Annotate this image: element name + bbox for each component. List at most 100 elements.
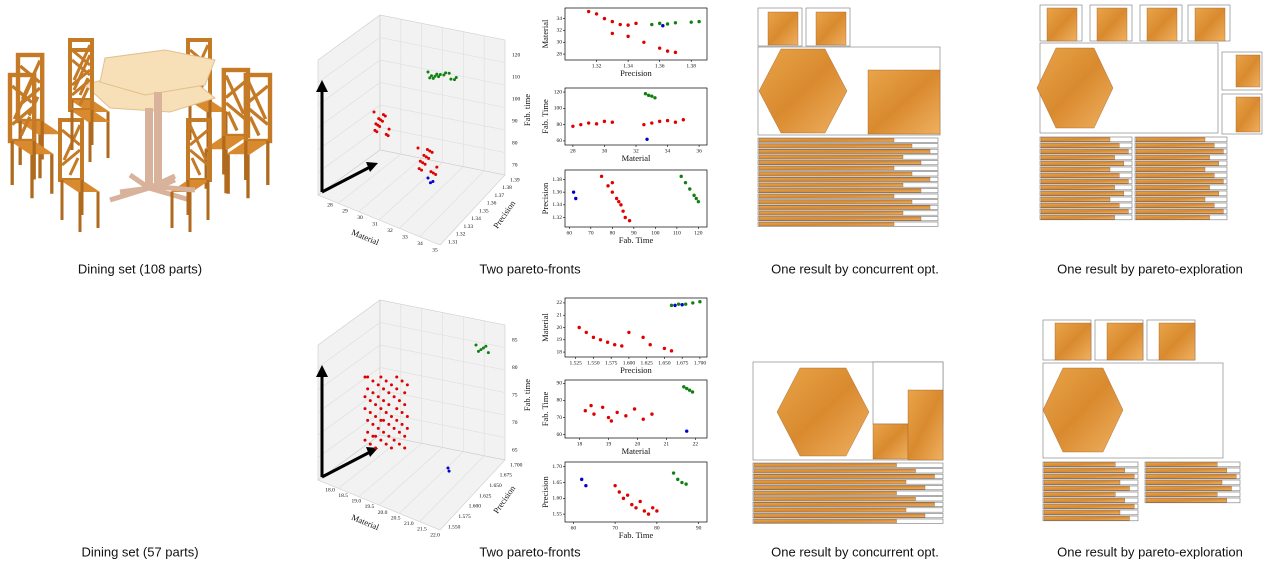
- y-tick-label: 18: [557, 349, 563, 355]
- point: [633, 407, 636, 410]
- plot3d-point: [385, 133, 388, 136]
- x-tick-label: 20.0: [378, 510, 388, 516]
- part: [1044, 481, 1120, 485]
- point: [698, 300, 701, 303]
- x-tick-label: 60: [567, 230, 573, 236]
- x-tick-label: 31: [372, 222, 378, 228]
- point: [685, 387, 688, 390]
- point: [603, 120, 606, 123]
- y-tick-label: 1.32: [552, 215, 562, 221]
- plot3d-point: [427, 71, 430, 74]
- point: [606, 184, 609, 187]
- part: [1136, 216, 1210, 220]
- y-tick-label: 20: [557, 325, 563, 331]
- part: [1041, 198, 1110, 202]
- part: [1136, 204, 1214, 208]
- point: [663, 347, 666, 350]
- plot3d-point: [406, 383, 409, 386]
- part: [1041, 162, 1124, 166]
- point: [684, 302, 687, 305]
- point: [691, 301, 694, 304]
- caption: Two pareto-fronts: [479, 261, 581, 276]
- y-tick-label: 60: [557, 432, 563, 438]
- x-axis-label: Fab. Time: [619, 530, 654, 540]
- part: [759, 178, 930, 181]
- point: [579, 123, 582, 126]
- plot3d-point: [374, 415, 377, 418]
- y-tick-label: 80: [557, 398, 563, 404]
- point: [595, 12, 598, 15]
- point: [626, 493, 629, 496]
- point: [584, 409, 587, 412]
- point: [626, 23, 629, 26]
- plot3d-point: [479, 348, 482, 351]
- point: [611, 121, 614, 124]
- plot3d-point: [377, 427, 380, 430]
- part: [1041, 204, 1119, 208]
- part: [1146, 463, 1217, 467]
- point: [621, 209, 624, 212]
- plot3d-point: [364, 407, 367, 410]
- y-tick-label: 1.650: [489, 483, 502, 489]
- plot3d-point: [364, 439, 367, 442]
- point: [691, 390, 694, 393]
- y-tick-label: 1.55: [552, 511, 562, 517]
- point: [571, 125, 574, 128]
- part: [1146, 493, 1217, 497]
- plot3d-point: [385, 411, 388, 414]
- caption: One result by concurrent opt.: [771, 261, 939, 276]
- plot3d-point: [447, 467, 450, 470]
- caption: Dining set (108 parts): [78, 261, 202, 276]
- part: [1136, 156, 1210, 160]
- part: [759, 211, 903, 214]
- plot3d-point: [366, 387, 369, 390]
- point: [585, 331, 588, 334]
- plot3d-point: [393, 439, 396, 442]
- plot-frame: [565, 88, 707, 145]
- plot3d-point: [422, 154, 425, 157]
- table-leg: [154, 92, 162, 187]
- part: [759, 189, 921, 192]
- part: [1044, 469, 1125, 473]
- x-tick-label: 70: [588, 230, 594, 236]
- part: [754, 475, 935, 478]
- x-tick-label: 22.0: [430, 532, 440, 538]
- point: [685, 429, 688, 432]
- y-tick-label: 1.675: [500, 473, 513, 479]
- z-axis-label: Fab. time: [522, 379, 532, 411]
- point: [692, 194, 695, 197]
- part: [1044, 487, 1130, 491]
- y-tick-label: 1.34: [471, 216, 481, 222]
- x-tick-label: 18.5: [338, 493, 348, 499]
- plot-frame: [565, 298, 707, 357]
- plot3d-point: [401, 411, 404, 414]
- z-tick-label: 75: [512, 392, 518, 398]
- point: [592, 412, 595, 415]
- x-tick-label: 1.675: [676, 360, 689, 366]
- part: [759, 217, 921, 220]
- x-tick-label: 32: [387, 228, 393, 234]
- y-tick-label: 1.33: [464, 224, 474, 230]
- plot3d-point: [435, 166, 438, 169]
- plot3d-point: [373, 129, 376, 132]
- point: [618, 490, 621, 493]
- part: [1044, 463, 1115, 467]
- point: [645, 138, 648, 141]
- plot3d-point: [374, 403, 377, 406]
- point: [684, 482, 687, 485]
- plot3d-point: [482, 346, 485, 349]
- plot3d-point: [390, 415, 393, 418]
- point: [638, 500, 641, 503]
- part: [768, 12, 798, 45]
- plot3d-point: [387, 435, 390, 438]
- part: [1055, 323, 1091, 360]
- point: [641, 336, 644, 339]
- plot3d-point: [371, 435, 374, 438]
- x-tick-label: 30: [357, 215, 363, 221]
- point: [634, 22, 637, 25]
- x-tick-label: 1.36: [655, 63, 665, 69]
- x-tick-label: 1.525: [569, 360, 582, 366]
- plot3d-point: [429, 170, 432, 173]
- part: [1236, 55, 1260, 87]
- point: [644, 92, 647, 95]
